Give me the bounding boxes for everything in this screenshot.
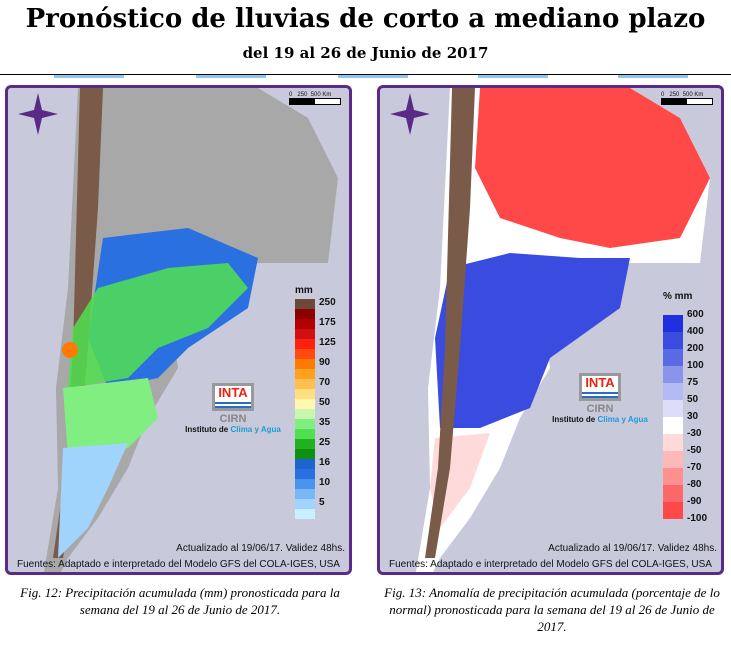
legend-swatch xyxy=(295,329,315,339)
page-title: Pronóstico de lluvias de corto a mediano… xyxy=(25,4,706,34)
legend-swatch xyxy=(663,485,683,502)
legend-label: 100 xyxy=(687,360,704,371)
legend-label: -90 xyxy=(687,496,702,507)
legend-swatch xyxy=(295,399,315,409)
legend-swatch xyxy=(663,349,683,366)
scale-bar: 0 250 500 Km xyxy=(661,92,713,105)
andes-relief xyxy=(425,88,475,558)
legend-label: 600 xyxy=(687,309,704,320)
divider-tab xyxy=(478,75,548,78)
legend-swatch xyxy=(295,409,315,419)
update-note: Actualizado al 19/06/17. Validez 48hs. xyxy=(548,543,717,554)
legend-label: 70 xyxy=(319,377,331,388)
legend-swatch xyxy=(295,359,315,369)
legend-label: 200 xyxy=(687,343,704,354)
legend-swatch xyxy=(295,369,315,379)
legend-swatch xyxy=(295,449,315,459)
legend-label: -80 xyxy=(687,479,702,490)
legend-label: 5 xyxy=(319,497,325,508)
page-subtitle: del 19 al 26 de Junio de 2017 xyxy=(242,44,489,62)
legend-swatch xyxy=(295,339,315,349)
legend-swatch xyxy=(295,459,315,469)
legend-label: 400 xyxy=(687,326,704,337)
update-note: Actualizado al 19/06/17. Validez 48hs. xyxy=(176,543,345,554)
rain-orange-spot xyxy=(62,342,78,358)
inta-logo: INTA CIRN Instituto de Clima y Agua xyxy=(552,373,648,424)
source-note: Fuentes: Adaptado e interpretado del Mod… xyxy=(389,559,712,570)
legend-label: 90 xyxy=(319,357,331,368)
legend-swatch xyxy=(295,499,315,509)
divider-tab xyxy=(54,75,124,78)
legend-label: 125 xyxy=(319,337,336,348)
legend-swatch xyxy=(295,309,315,319)
legend-swatch xyxy=(295,429,315,439)
map-graphic xyxy=(390,88,710,572)
legend-label: 10 xyxy=(319,477,331,488)
legend-swatch xyxy=(295,379,315,389)
legend-swatch xyxy=(295,479,315,489)
compass-rose-icon xyxy=(18,93,58,135)
legend-swatch xyxy=(663,434,683,451)
map-graphic xyxy=(18,88,338,572)
legend-swatch xyxy=(663,417,683,434)
rain-south-zone xyxy=(63,378,158,458)
legend-label: -70 xyxy=(687,462,702,473)
divider-tab xyxy=(338,75,408,78)
anomaly-blue-center xyxy=(435,253,630,428)
figure-13-caption: Fig. 13: Anomalía de precipitación acumu… xyxy=(384,585,720,634)
legend-swatch xyxy=(295,489,315,499)
divider-tab xyxy=(618,75,688,78)
legend-label: -100 xyxy=(687,513,708,524)
figure-12-caption: Fig. 12: Precipitación acumulada (mm) pr… xyxy=(20,585,340,617)
legend-swatch xyxy=(663,315,683,332)
legend-label: 50 xyxy=(319,397,331,408)
legend-label: 50 xyxy=(687,394,699,405)
divider xyxy=(0,74,731,75)
legend-swatch xyxy=(663,451,683,468)
legend-label: 30 xyxy=(687,411,699,422)
legend-label: 175 xyxy=(319,317,336,328)
legend-label: -50 xyxy=(687,445,702,456)
divider-tab xyxy=(196,75,266,78)
legend-label: 16 xyxy=(319,457,331,468)
legend-label: 35 xyxy=(319,417,331,428)
legend-swatch xyxy=(663,400,683,417)
legend-swatch xyxy=(663,383,683,400)
legend-unit: % mm xyxy=(663,291,693,302)
legend-swatch xyxy=(295,509,315,519)
legend-swatch xyxy=(295,349,315,359)
legend-swatch xyxy=(295,439,315,449)
legend-swatch xyxy=(663,332,683,349)
legend-swatch xyxy=(295,469,315,479)
precipitation-map: 0 250 500 Km mm 250 175 125 90 70 50 35 25 16 10 5… xyxy=(5,85,352,575)
legend-swatch xyxy=(295,299,315,309)
rain-green-zone xyxy=(68,263,248,388)
anomaly-map: 0 250 500 Km % mm 600 400 200 100 75 50 30 -30 -… xyxy=(377,85,724,575)
legend-label: -30 xyxy=(687,428,702,439)
legend-unit: mm xyxy=(295,285,313,296)
compass-rose-icon xyxy=(390,93,430,135)
inta-logo: INTA CIRN Instituto de Clima y Agua xyxy=(185,383,281,434)
legend-swatch xyxy=(663,502,683,519)
anomaly-red-north xyxy=(475,88,710,248)
legend-label: 25 xyxy=(319,437,331,448)
scale-bar: 0 250 500 Km xyxy=(289,92,341,105)
legend-label: 75 xyxy=(687,377,699,388)
legend-swatch xyxy=(663,366,683,383)
legend-swatch xyxy=(663,468,683,485)
legend-swatch xyxy=(295,419,315,429)
rain-patagonia-zone xyxy=(58,443,128,558)
legend-swatch xyxy=(295,389,315,399)
legend-swatch xyxy=(295,319,315,329)
legend-label: 250 xyxy=(319,297,336,308)
source-note: Fuentes: Adaptado e interpretado del Mod… xyxy=(17,559,340,570)
